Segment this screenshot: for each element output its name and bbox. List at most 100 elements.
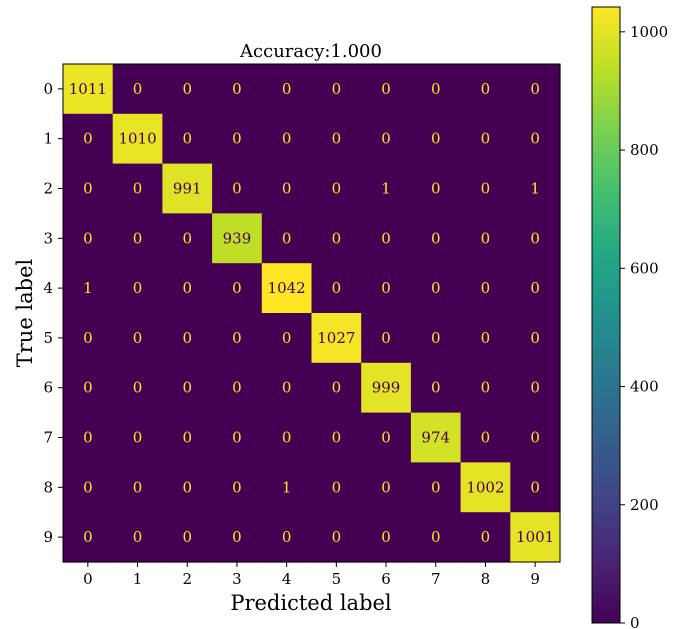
heatmap-cell-r2-c9 <box>510 163 561 214</box>
cell-value-r7-c1: 0 <box>133 429 143 447</box>
cell-value-r9-c9: 1001 <box>516 528 554 546</box>
cell-value-r3-c6: 0 <box>381 229 391 247</box>
heatmap-cell-r4-c3 <box>212 263 263 314</box>
heatmap-cell-r6-c1 <box>112 362 163 414</box>
cell-value-r8-c5: 0 <box>332 478 342 496</box>
cell-value-r1-c5: 0 <box>332 130 342 148</box>
heatmap-cell-r2-c0 <box>63 163 114 214</box>
heatmap-cell-r8-c9 <box>510 462 561 513</box>
heatmap-cell-r8-c8 <box>460 462 511 513</box>
cell-value-r8-c9: 0 <box>530 478 540 496</box>
heatmap-cell-r5-c2 <box>162 313 213 364</box>
heatmap-cell-r7-c1 <box>112 412 163 463</box>
cell-value-r1-c1: 1010 <box>118 130 156 148</box>
heatmap-cells <box>63 64 561 563</box>
cell-value-r6-c3: 0 <box>232 379 242 397</box>
cell-value-r2-c6: 1 <box>381 180 391 198</box>
cell-value-r5-c5: 1027 <box>317 329 355 347</box>
cell-value-r4-c5: 0 <box>332 279 342 297</box>
cell-value-r7-c3: 0 <box>232 429 242 447</box>
heatmap-cell-r8-c4 <box>261 462 313 513</box>
heatmap-cell-r9-c4 <box>261 512 313 563</box>
cell-value-r1-c6: 0 <box>381 130 391 148</box>
cell-value-r1-c3: 0 <box>232 130 242 148</box>
y-axis-ticks: 0 1 2 3 4 5 6 7 8 9 <box>43 80 63 546</box>
cell-value-r9-c7: 0 <box>431 528 441 546</box>
heatmap-cell-r2-c8 <box>460 163 511 214</box>
heatmap-cell-r6-c2 <box>162 362 213 414</box>
heatmap-cell-r0-c5 <box>311 64 362 115</box>
cell-value-r8-c2: 0 <box>182 478 192 496</box>
heatmap-cell-r9-c3 <box>212 512 263 563</box>
colorbar-tick-label-1000: 1000 <box>630 23 668 41</box>
heatmap-cell-r0-c1 <box>112 64 163 115</box>
cell-value-r5-c6: 0 <box>381 329 391 347</box>
cell-value-r0-c6: 0 <box>381 80 391 98</box>
cell-value-r3-c7: 0 <box>431 229 441 247</box>
cell-value-r2-c9: 1 <box>530 180 540 198</box>
heatmap-cell-r7-c9 <box>510 412 561 463</box>
heatmap-cell-r2-c1 <box>112 163 163 214</box>
heatmap-cell-r6-c6 <box>361 362 412 414</box>
cell-value-r9-c6: 0 <box>381 528 391 546</box>
cell-value-r0-c2: 0 <box>182 80 192 98</box>
cell-value-r0-c8: 0 <box>481 80 491 98</box>
heatmap-cell-r8-c1 <box>112 462 163 513</box>
cell-value-r5-c2: 0 <box>182 329 192 347</box>
y-tick-label-2: 2 <box>43 180 53 198</box>
x-tick-label-5: 5 <box>332 570 342 588</box>
x-tick-label-7: 7 <box>431 570 441 588</box>
heatmap-cell-r5-c1 <box>112 313 163 364</box>
heatmap-cell-r0-c9 <box>510 64 561 115</box>
cell-value-r3-c1: 0 <box>133 229 143 247</box>
heatmap-cell-r0-c6 <box>361 64 412 115</box>
cell-value-r6-c8: 0 <box>481 379 491 397</box>
cell-value-r2-c3: 0 <box>232 180 242 198</box>
heatmap-cell-r0-c0 <box>63 64 114 115</box>
x-tick-label-2: 2 <box>182 570 192 588</box>
cell-value-r2-c8: 0 <box>481 180 491 198</box>
cell-value-r8-c7: 0 <box>431 478 441 496</box>
cell-value-r6-c4: 0 <box>282 379 292 397</box>
heatmap-cell-r2-c7 <box>410 163 462 214</box>
cell-value-r2-c7: 0 <box>431 180 441 198</box>
heatmap-cell-r5-c7 <box>410 313 462 364</box>
heatmap-cell-r2-c3 <box>212 163 263 214</box>
cell-value-r0-c0: 1011 <box>69 80 107 98</box>
cell-value-r6-c9: 0 <box>530 379 540 397</box>
heatmap-cell-r9-c0 <box>63 512 114 563</box>
heatmap-cell-r8-c0 <box>63 462 114 513</box>
heatmap-cell-r2-c2 <box>162 163 213 214</box>
heatmap-cell-r0-c3 <box>212 64 263 115</box>
heatmap-cell-r3-c8 <box>460 213 511 264</box>
colorbar-tick-label-0: 0 <box>630 614 640 629</box>
heatmap-cell-r1-c4 <box>261 113 313 165</box>
cell-value-r0-c5: 0 <box>332 80 342 98</box>
heatmap-cell-r3-c3 <box>212 213 263 264</box>
heatmap-cell-r9-c2 <box>162 512 213 563</box>
heatmap-cell-r8-c6 <box>361 462 412 513</box>
heatmap-cell-r1-c5 <box>311 113 362 165</box>
heatmap-cell-r4-c5 <box>311 263 362 314</box>
cell-value-r7-c4: 0 <box>282 429 292 447</box>
chart-title: Accuracy:1.000 <box>239 41 382 62</box>
cell-value-r1-c8: 0 <box>481 130 491 148</box>
heatmap-cell-r1-c2 <box>162 113 213 165</box>
cell-value-r8-c0: 0 <box>83 478 93 496</box>
cell-value-r9-c2: 0 <box>182 528 192 546</box>
cell-value-r5-c3: 0 <box>232 329 242 347</box>
cell-value-r4-c9: 0 <box>530 279 540 297</box>
cell-value-r8-c4: 1 <box>282 478 292 496</box>
y-tick-label-8: 8 <box>43 478 53 496</box>
cell-value-r2-c4: 0 <box>282 180 292 198</box>
cell-value-r8-c3: 0 <box>232 478 242 496</box>
colorbar-tick-label-600: 600 <box>630 259 659 277</box>
heatmap-cell-r3-c6 <box>361 213 412 264</box>
cell-value-r4-c3: 0 <box>232 279 242 297</box>
x-tick-label-3: 3 <box>232 570 242 588</box>
cell-value-r5-c4: 0 <box>282 329 292 347</box>
heatmap-cell-r3-c7 <box>410 213 462 264</box>
cell-value-r3-c3: 939 <box>223 229 252 247</box>
